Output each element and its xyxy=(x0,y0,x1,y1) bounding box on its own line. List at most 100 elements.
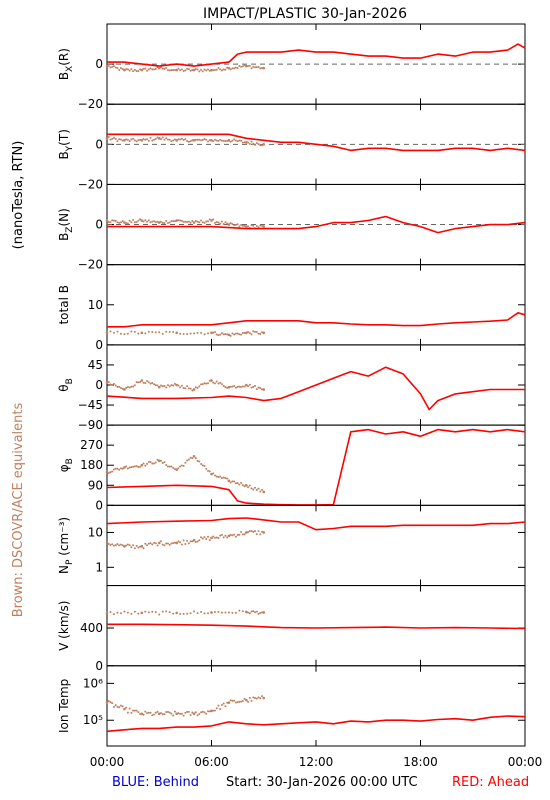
equivalent-point xyxy=(189,612,192,615)
equivalent-point xyxy=(215,380,218,383)
equivalent-point xyxy=(123,466,126,469)
equivalent-point xyxy=(126,68,129,71)
equivalent-point xyxy=(153,138,156,141)
equivalent-point xyxy=(125,68,128,71)
equivalent-point xyxy=(250,224,253,227)
equivalent-point xyxy=(187,387,190,390)
equivalent-point xyxy=(191,389,194,392)
equivalent-point xyxy=(163,385,166,388)
equivalent-point xyxy=(179,332,182,335)
equivalent-point xyxy=(119,221,122,224)
equivalent-point xyxy=(177,712,180,715)
equivalent-point xyxy=(123,139,126,142)
equivalent-point xyxy=(116,66,119,69)
equivalent-point xyxy=(234,611,237,614)
equivalent-point xyxy=(189,540,192,543)
equivalent-point xyxy=(203,137,206,140)
equivalent-point xyxy=(245,531,248,534)
equivalent-point xyxy=(119,332,122,335)
equivalent-point xyxy=(140,545,144,548)
equivalent-point xyxy=(159,220,162,223)
equivalent-point xyxy=(259,67,262,70)
equivalent-point xyxy=(132,385,135,388)
equivalent-point xyxy=(227,66,231,70)
equivalent-point xyxy=(105,219,109,222)
equivalent-point xyxy=(142,137,145,140)
equivalent-point xyxy=(245,225,248,228)
equivalent-point xyxy=(114,384,117,387)
equivalent-point xyxy=(238,609,241,612)
equivalent-point xyxy=(177,384,180,387)
series-equivalent xyxy=(105,218,266,230)
equivalent-point xyxy=(247,611,250,614)
equivalent-point xyxy=(201,383,204,386)
equivalent-point xyxy=(125,544,128,547)
equivalent-point xyxy=(220,476,223,479)
equivalent-point xyxy=(147,330,150,333)
panel-ylabel: NP (cm⁻³) xyxy=(57,517,75,574)
y-tick-label: 270 xyxy=(80,438,103,452)
equivalent-point xyxy=(168,465,171,468)
equivalent-point xyxy=(139,465,142,468)
equivalent-point xyxy=(189,456,192,459)
equivalent-point xyxy=(137,711,140,714)
equivalent-point xyxy=(247,385,250,388)
equivalent-point xyxy=(107,65,110,68)
equivalent-point xyxy=(194,68,197,71)
x-axis: 00:00 06:00 12:00 18:00 00:00 xyxy=(90,755,543,769)
equivalent-point xyxy=(243,533,246,536)
equivalent-point xyxy=(133,709,136,712)
equivalent-point xyxy=(200,610,203,613)
equivalent-point xyxy=(238,333,241,336)
equivalent-point xyxy=(182,464,185,467)
equivalent-point xyxy=(184,69,187,72)
equivalent-point xyxy=(236,223,239,226)
equivalent-point xyxy=(182,539,185,542)
equivalent-point xyxy=(255,225,258,228)
y-tick-label: −90 xyxy=(78,418,103,432)
equivalent-point xyxy=(191,139,194,142)
equivalent-point xyxy=(194,219,197,222)
plot-title: IMPACT/PLASTIC 30-Jan-2026 xyxy=(203,6,407,22)
equivalent-point xyxy=(153,462,156,465)
equivalent-point xyxy=(245,64,248,68)
equivalent-point xyxy=(255,142,258,145)
equivalent-point xyxy=(154,461,157,464)
equivalent-point xyxy=(128,386,131,389)
equivalent-point xyxy=(151,543,154,546)
series-equivalent xyxy=(105,379,266,392)
panel-ylabel: BY(T) xyxy=(57,129,75,159)
equivalent-point xyxy=(233,67,236,70)
equivalent-point xyxy=(163,67,166,70)
equivalent-point xyxy=(212,709,215,712)
equivalent-point xyxy=(248,64,251,67)
equivalent-point xyxy=(261,695,264,698)
equivalent-point xyxy=(132,70,135,73)
y-tick-label: 0 xyxy=(95,498,103,512)
equivalent-point xyxy=(105,611,109,615)
equivalent-point xyxy=(149,711,152,714)
equivalent-point xyxy=(151,714,154,717)
equivalent-point xyxy=(144,219,147,222)
equivalent-point xyxy=(220,332,223,335)
panel-theta: 45 0 −45 −90 θB xyxy=(57,344,526,432)
equivalent-point xyxy=(259,224,262,227)
equivalent-point xyxy=(210,139,213,142)
equivalent-point xyxy=(114,137,117,140)
equivalent-point xyxy=(207,710,210,713)
equivalent-point xyxy=(153,383,156,386)
equivalent-point xyxy=(165,137,168,140)
equivalent-point xyxy=(130,68,133,71)
equivalent-point xyxy=(130,612,133,615)
equivalent-point xyxy=(147,542,150,545)
equivalent-point xyxy=(231,534,234,537)
equivalent-point xyxy=(144,67,147,70)
equivalent-point xyxy=(238,700,241,703)
equivalent-point xyxy=(247,330,250,333)
equivalent-point xyxy=(119,543,122,546)
equivalent-point xyxy=(254,330,257,333)
equivalent-point xyxy=(259,533,262,536)
equivalent-point xyxy=(203,382,206,385)
equivalent-point xyxy=(205,537,208,540)
equivalent-point xyxy=(135,69,138,72)
